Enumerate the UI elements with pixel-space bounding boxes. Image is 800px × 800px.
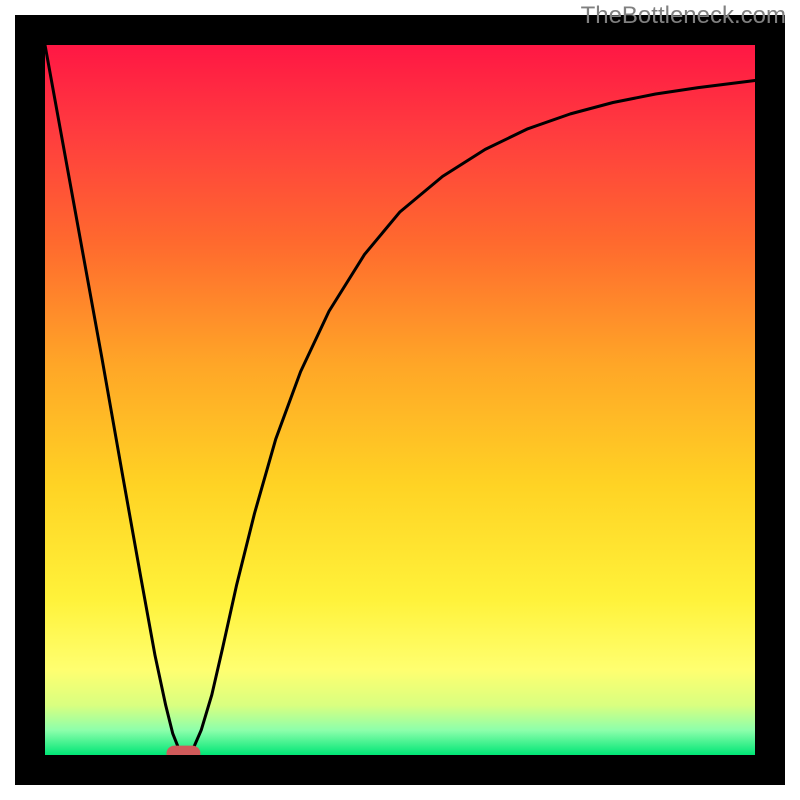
chart-svg	[0, 0, 800, 800]
watermark-text: TheBottleneck.com	[581, 2, 786, 30]
chart-container: TheBottleneck.com	[0, 0, 800, 800]
